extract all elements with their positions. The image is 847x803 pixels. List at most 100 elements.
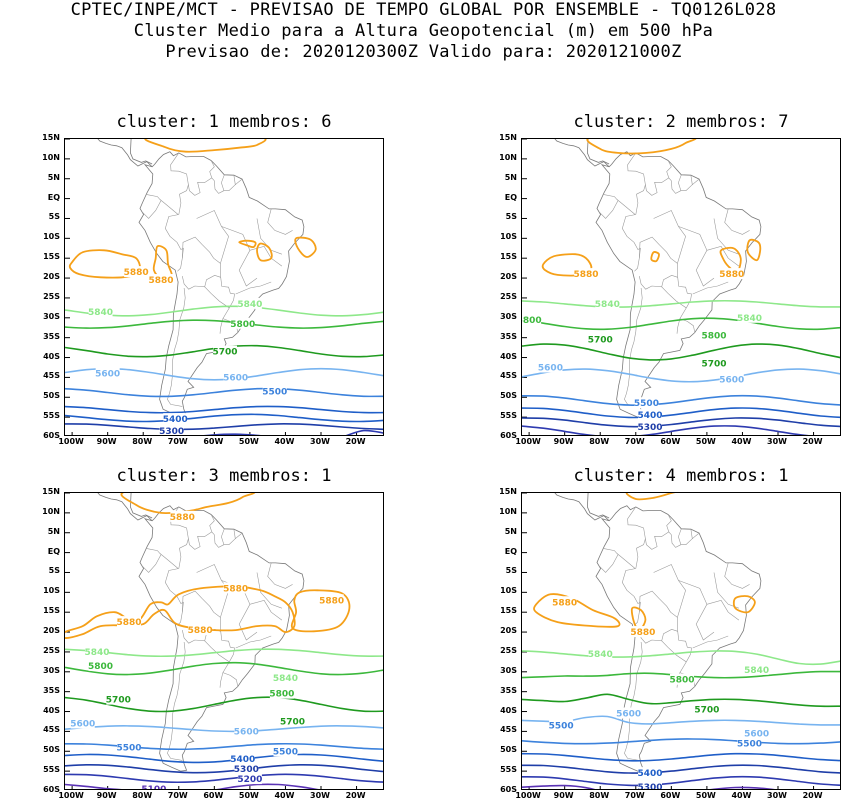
country-border — [724, 562, 750, 589]
country-border — [676, 307, 687, 334]
contour-label: 5840 — [237, 300, 262, 310]
contour-label-background — [223, 582, 248, 594]
contour-label: 5880 — [573, 270, 598, 280]
country-border — [598, 200, 619, 219]
country-border — [188, 160, 215, 196]
contour-label-background — [638, 421, 662, 433]
latitude-tick-label: 40S — [43, 351, 60, 361]
contour-label-background — [280, 715, 305, 727]
contour-label: 5840 — [273, 674, 298, 684]
continent-outline — [138, 151, 305, 418]
contour-label: 5500 — [116, 743, 141, 753]
contour-label-background — [574, 268, 598, 280]
contour-label-background — [737, 737, 762, 749]
longitude-tick-label: 50W — [238, 791, 259, 800]
country-border — [692, 281, 729, 295]
contour-label: 5840 — [88, 308, 113, 318]
latitude-tick-label: 5S — [505, 566, 517, 576]
contour-label-background — [634, 397, 659, 409]
contour-label-background — [538, 361, 563, 373]
contour-label: 5300 — [234, 765, 259, 775]
central-america-coast — [97, 493, 153, 522]
geopotential-map: 5880 5880 5880 5880 5880 5840 5840 5800 5800 5700… — [65, 493, 383, 789]
contour-label: 5300 — [637, 783, 662, 790]
country-border — [204, 277, 235, 309]
contour-label-background — [170, 510, 195, 522]
contour-label: 5200 — [237, 775, 262, 785]
latitude-tick-label: 35S — [43, 331, 60, 341]
contour-label: 5800 — [269, 690, 294, 700]
country-border — [680, 529, 693, 545]
geopotential-map: 5880 5880 5840 5840 5800 5800 5700 5700 5600 5600… — [522, 139, 840, 435]
contour-label: 5500 — [634, 399, 659, 409]
contour-label-background — [163, 413, 188, 425]
contour-label: 5840 — [595, 300, 620, 310]
country-border — [235, 635, 272, 649]
contour-label-background — [70, 717, 95, 729]
contour-5400 — [522, 752, 840, 762]
contour-5200 — [65, 773, 383, 784]
contour-label: 5800 — [701, 332, 726, 342]
contour-label-background — [237, 773, 262, 785]
figure-header-line3: Previsao de: 2020120300Z Valido para: 20… — [165, 42, 682, 62]
country-border — [668, 174, 682, 194]
latitude-tick-label: 40S — [43, 705, 60, 715]
contour-label: 5800 — [88, 662, 113, 672]
figure-header-line2: Cluster Medio para a Altura Geopotencial… — [133, 21, 714, 41]
country-border — [235, 281, 272, 295]
contour-label-background — [159, 425, 184, 435]
contour-5840 — [65, 305, 383, 317]
country-border — [256, 572, 283, 609]
contour-label: 5880 — [116, 618, 141, 628]
latitude-tick-label: 55S — [43, 411, 60, 421]
map-panel: 5880 5880 5840 5840 5800 5700 5600 5600 5500 5400… — [64, 138, 384, 436]
longitude-tick-label: 100W — [58, 437, 84, 446]
figure-header-line1: CPTEC/INPE/MCT - PREVISAO DE TEMPO GLOBA… — [70, 0, 777, 20]
contour-label: 5600 — [538, 363, 563, 373]
contour-5880 — [152, 245, 173, 280]
contour-label: 5700 — [588, 336, 613, 346]
latitude-tick-label: 55S — [500, 765, 517, 775]
country-border — [692, 178, 700, 185]
latitude-tick-label: EQ — [47, 546, 60, 556]
contour-5800 — [65, 661, 383, 676]
contour-label-background — [106, 693, 131, 705]
longitude-tick-label: 90W — [553, 791, 574, 800]
contour-label-background — [117, 741, 141, 753]
country-border — [692, 532, 700, 539]
country-border — [211, 528, 225, 548]
country-border — [141, 200, 162, 219]
latitude-tick-label: 30S — [500, 311, 517, 321]
contour-5200 — [522, 775, 840, 787]
country-border — [211, 174, 225, 194]
latitude-tick-label: 25S — [43, 291, 60, 301]
contour-5800 — [522, 317, 840, 331]
country-border — [219, 307, 230, 334]
contour-label-background — [234, 763, 259, 775]
longitude-tick-label: 50W — [695, 791, 716, 800]
caribbean-coast — [129, 493, 153, 519]
contour-5880 — [294, 236, 317, 258]
latitude-tick-label: 15S — [43, 606, 60, 616]
panel-title: cluster: 3 membros: 1 — [116, 466, 332, 486]
contour-label: 5880 — [148, 276, 173, 286]
latitude-tick-label: 10N — [499, 152, 517, 162]
contour-label-background — [549, 719, 574, 731]
contour-label-background — [124, 266, 149, 278]
contour-label-background — [223, 371, 248, 383]
contour-label: 5300 — [637, 423, 662, 433]
contour-label: 5840 — [84, 648, 109, 658]
latitude-tick-label: 5N — [47, 172, 60, 182]
country-border — [639, 590, 679, 644]
country-border — [146, 548, 179, 569]
country-border — [146, 194, 179, 215]
contour-5600 — [522, 715, 840, 726]
contour-label: 5400 — [637, 769, 662, 779]
country-border — [182, 236, 222, 290]
latitude-tick-label: 60S — [43, 785, 60, 794]
contour-label-background — [638, 781, 662, 789]
contour-label-background — [744, 727, 769, 739]
latitude-tick-label: EQ — [504, 546, 517, 556]
latitude-tick-label: 45S — [500, 371, 517, 381]
longitude-tick-label: 60W — [203, 791, 224, 800]
